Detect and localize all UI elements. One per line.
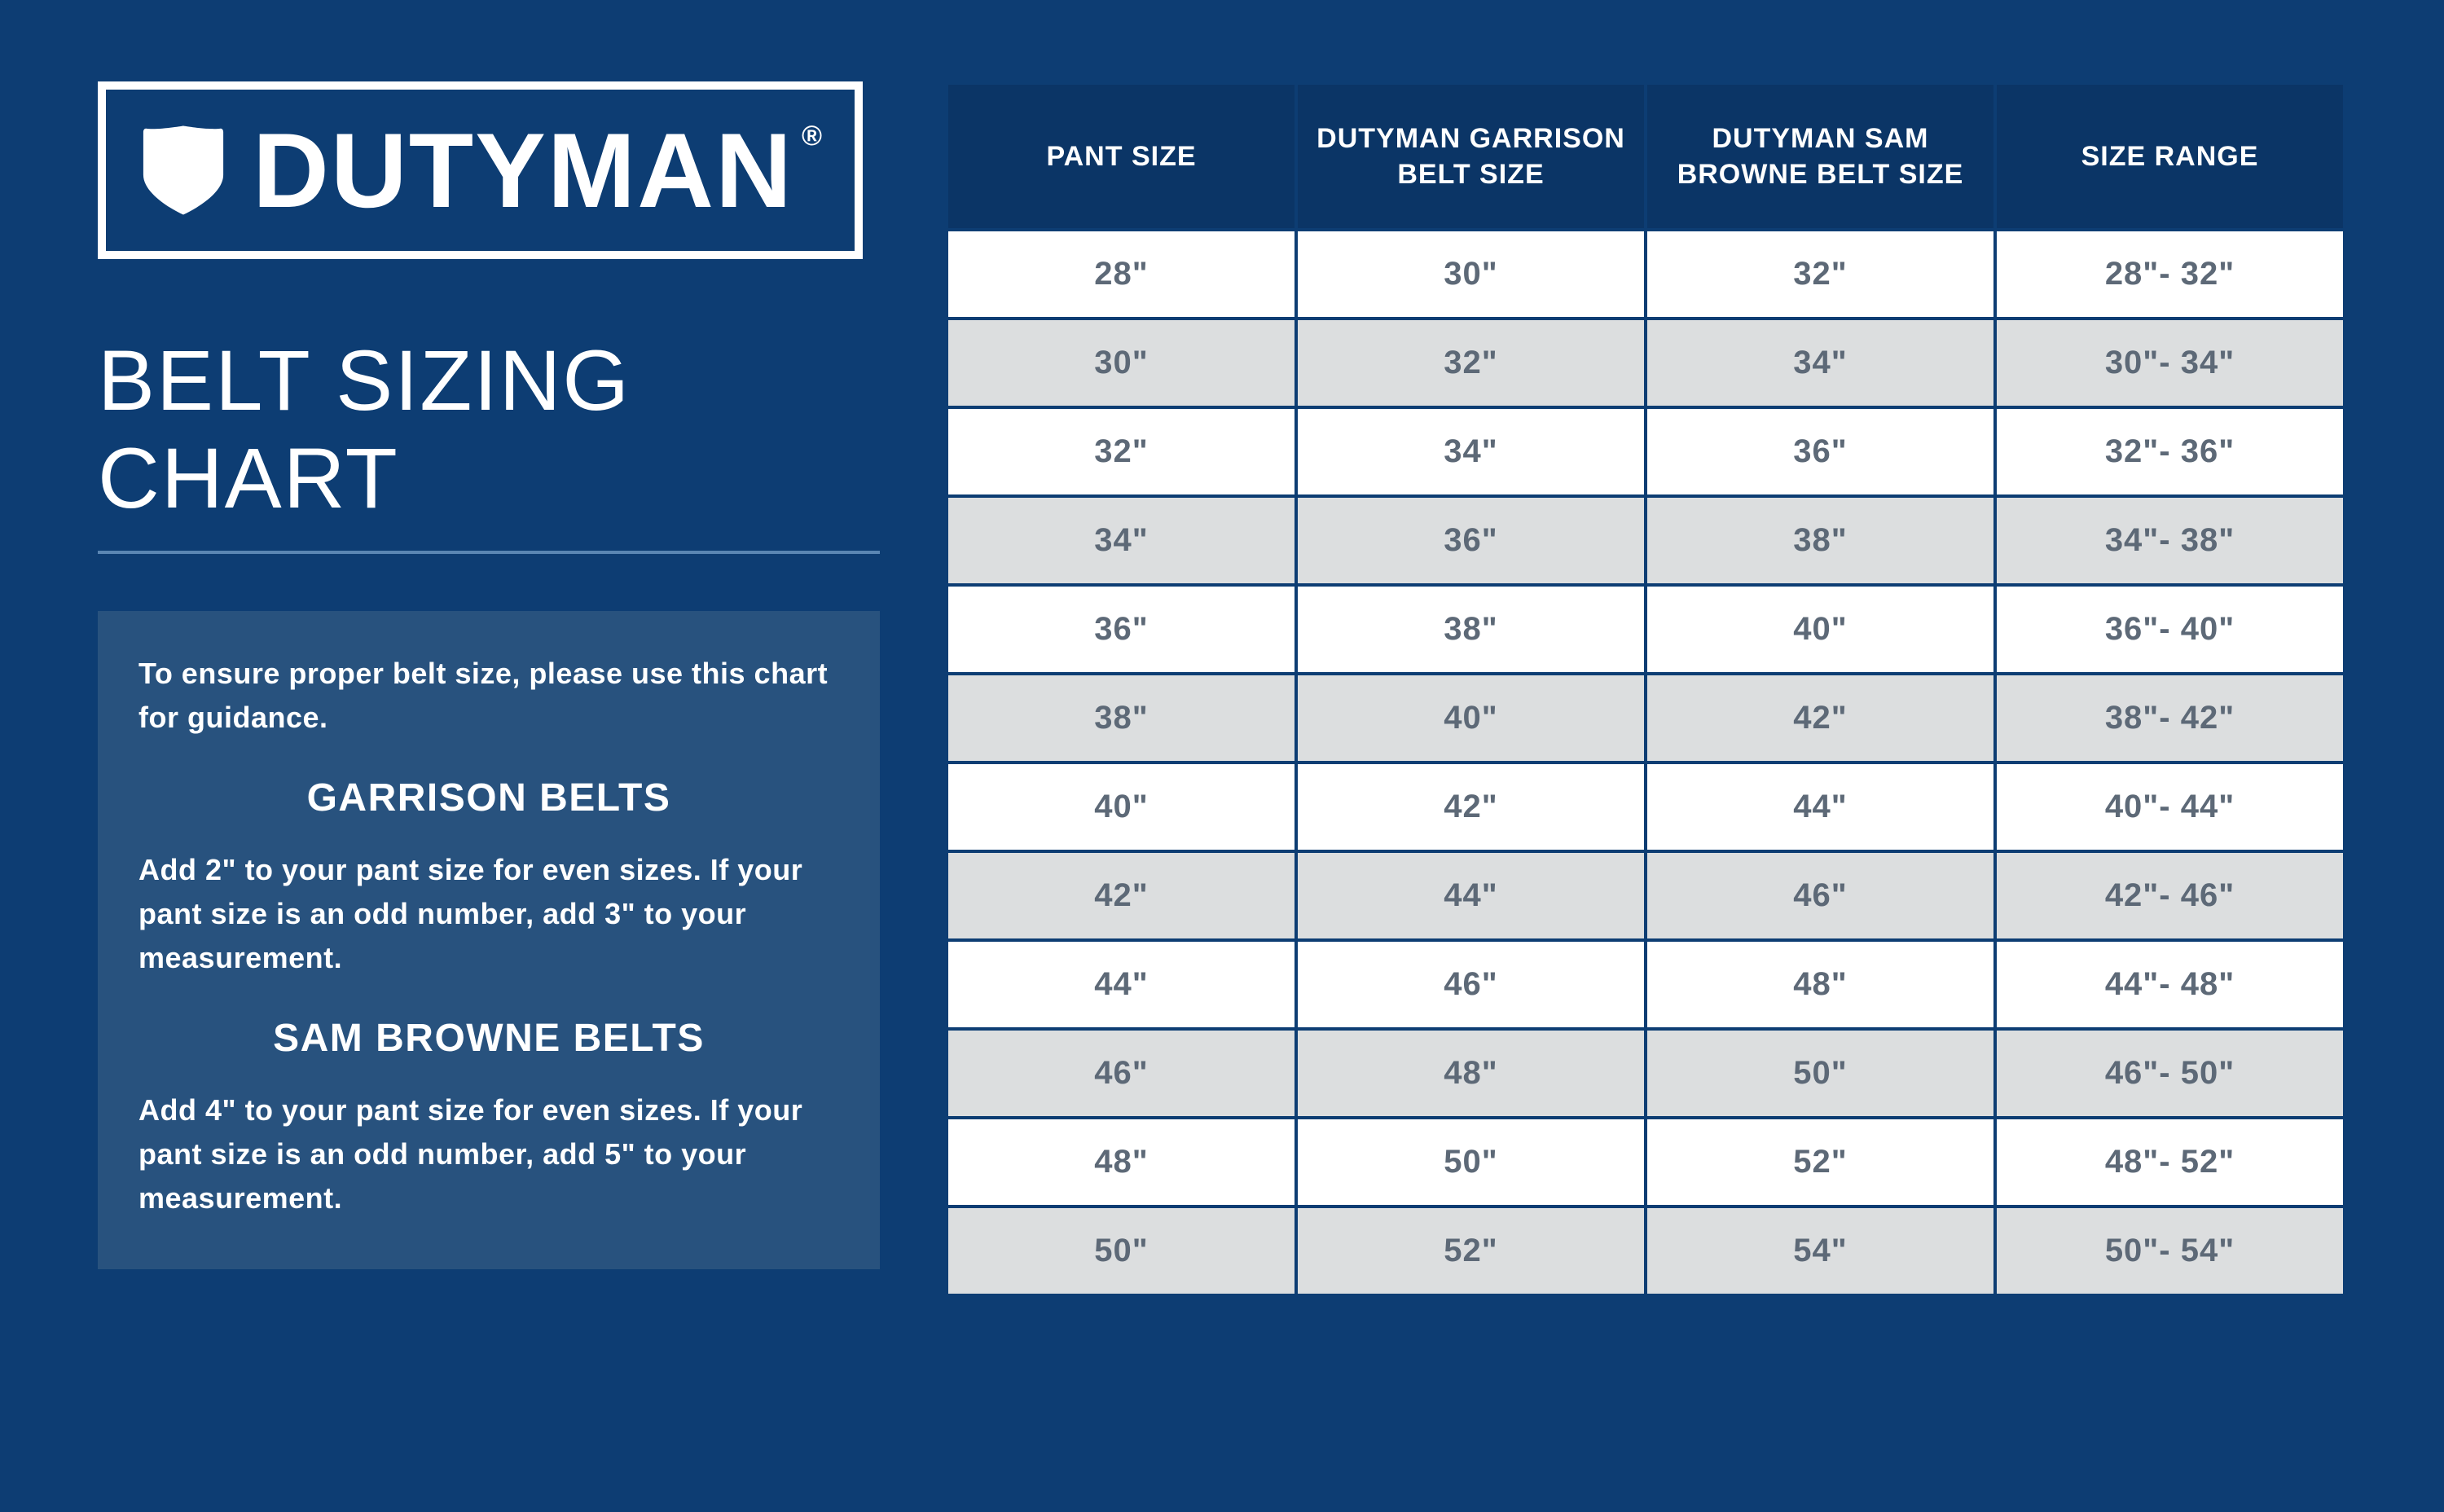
table-cell: 32" xyxy=(948,409,1295,494)
registered-mark: ® xyxy=(802,121,822,152)
table-cell: 44" xyxy=(1647,764,1993,850)
table-cell: 42" xyxy=(948,853,1295,938)
table-cell: 40"- 44" xyxy=(1997,764,2343,850)
table-cell: 40" xyxy=(1647,587,1993,672)
table-cell: 38" xyxy=(1298,587,1644,672)
table-cell: 44" xyxy=(1298,853,1644,938)
table-cell: 40" xyxy=(1298,675,1644,761)
table-cell: 30" xyxy=(1298,231,1644,317)
table-cell: 36"- 40" xyxy=(1997,587,2343,672)
table-cell: 52" xyxy=(1298,1208,1644,1294)
table-cell: 36" xyxy=(948,587,1295,672)
table-cell: 38"- 42" xyxy=(1997,675,2343,761)
table-cell: 34" xyxy=(1298,409,1644,494)
table-cell: 44" xyxy=(948,942,1295,1027)
brand-logo-box: DUTYMAN ® xyxy=(98,81,863,259)
col-sizerange: SIZE RANGE xyxy=(1997,85,2343,228)
table-cell: 34"- 38" xyxy=(1997,498,2343,583)
sizing-table: PANT SIZE DUTYMAN GARRISON BELT SIZE DUT… xyxy=(945,81,2346,1297)
table-cell: 32"- 36" xyxy=(1997,409,2343,494)
col-garrison: DUTYMAN GARRISON BELT SIZE xyxy=(1298,85,1644,228)
table-cell: 48"- 52" xyxy=(1997,1119,2343,1205)
table-cell: 50" xyxy=(1647,1031,1993,1116)
garrison-heading: GARRISON BELTS xyxy=(138,776,839,820)
table-cell: 34" xyxy=(1647,320,1993,406)
table-row: 42"44"46"42"- 46" xyxy=(948,853,2343,938)
table-cell: 52" xyxy=(1647,1119,1993,1205)
table-cell: 38" xyxy=(1647,498,1993,583)
table-cell: 54" xyxy=(1647,1208,1993,1294)
table-cell: 48" xyxy=(948,1119,1295,1205)
table-body: 28"30"32"28"- 32"30"32"34"30"- 34"32"34"… xyxy=(948,231,2343,1294)
col-sambrowne: DUTYMAN SAM BROWNE BELT SIZE xyxy=(1647,85,1993,228)
col-pant-size: PANT SIZE xyxy=(948,85,1295,228)
table-cell: 46" xyxy=(1647,853,1993,938)
table-cell: 32" xyxy=(1647,231,1993,317)
sambrowne-body: Add 4" to your pant size for even sizes.… xyxy=(138,1088,839,1220)
table-cell: 42" xyxy=(1647,675,1993,761)
table-cell: 50" xyxy=(948,1208,1295,1294)
table-row: 38"40"42"38"- 42" xyxy=(948,675,2343,761)
table-cell: 36" xyxy=(1298,498,1644,583)
table-row: 48"50"52"48"- 52" xyxy=(948,1119,2343,1205)
sambrowne-heading: SAM BROWNE BELTS xyxy=(138,1016,839,1061)
intro-text: To ensure proper belt size, please use t… xyxy=(138,652,839,740)
table-row: 50"52"54"50"- 54" xyxy=(948,1208,2343,1294)
shield-icon xyxy=(138,121,228,219)
table-row: 28"30"32"28"- 32" xyxy=(948,231,2343,317)
table-header-row: PANT SIZE DUTYMAN GARRISON BELT SIZE DUT… xyxy=(948,85,2343,228)
table-cell: 42" xyxy=(1298,764,1644,850)
table-cell: 46" xyxy=(948,1031,1295,1116)
right-column: PANT SIZE DUTYMAN GARRISON BELT SIZE DUT… xyxy=(945,81,2346,1431)
table-cell: 48" xyxy=(1647,942,1993,1027)
table-cell: 44"- 48" xyxy=(1997,942,2343,1027)
page-title: BELT SIZING CHART xyxy=(98,332,880,554)
table-cell: 34" xyxy=(948,498,1295,583)
instructions-panel: To ensure proper belt size, please use t… xyxy=(98,611,880,1269)
brand-name: DUTYMAN xyxy=(253,109,793,231)
table-cell: 32" xyxy=(1298,320,1644,406)
table-row: 36"38"40"36"- 40" xyxy=(948,587,2343,672)
table-cell: 28"- 32" xyxy=(1997,231,2343,317)
table-row: 34"36"38"34"- 38" xyxy=(948,498,2343,583)
table-cell: 30" xyxy=(948,320,1295,406)
table-cell: 46"- 50" xyxy=(1997,1031,2343,1116)
table-cell: 40" xyxy=(948,764,1295,850)
garrison-body: Add 2" to your pant size for even sizes.… xyxy=(138,848,839,980)
table-row: 46"48"50"46"- 50" xyxy=(948,1031,2343,1116)
left-column: DUTYMAN ® BELT SIZING CHART To ensure pr… xyxy=(98,81,880,1431)
table-cell: 42"- 46" xyxy=(1997,853,2343,938)
table-cell: 30"- 34" xyxy=(1997,320,2343,406)
table-cell: 48" xyxy=(1298,1031,1644,1116)
table-cell: 28" xyxy=(948,231,1295,317)
table-cell: 36" xyxy=(1647,409,1993,494)
table-cell: 38" xyxy=(948,675,1295,761)
table-row: 30"32"34"30"- 34" xyxy=(948,320,2343,406)
table-cell: 50" xyxy=(1298,1119,1644,1205)
table-row: 32"34"36"32"- 36" xyxy=(948,409,2343,494)
table-row: 44"46"48"44"- 48" xyxy=(948,942,2343,1027)
table-cell: 50"- 54" xyxy=(1997,1208,2343,1294)
table-row: 40"42"44"40"- 44" xyxy=(948,764,2343,850)
table-cell: 46" xyxy=(1298,942,1644,1027)
